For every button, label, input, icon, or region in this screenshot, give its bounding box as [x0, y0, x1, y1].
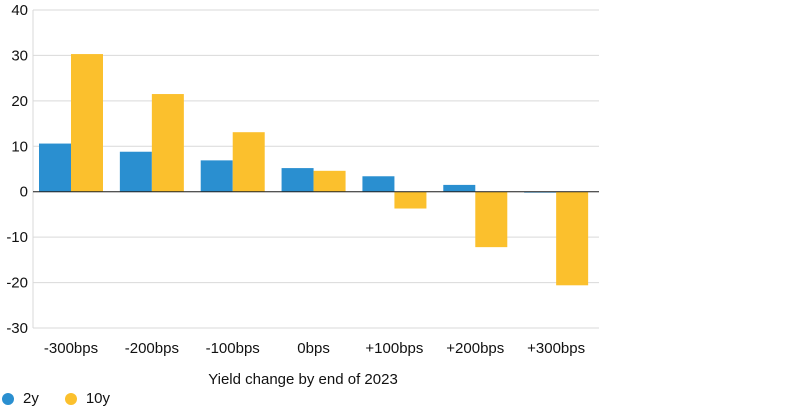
y-tick-label: 30: [11, 47, 28, 64]
bar-10y-+100bps: [394, 191, 427, 209]
x-tick-label: -200bps: [125, 340, 179, 357]
legend-item-10y: 10y: [64, 390, 111, 407]
bar-2y--300bps: [39, 143, 71, 192]
y-tick-label: 0: [20, 184, 28, 201]
legend-item-2y: 2y: [2, 390, 39, 407]
legend-label-2y: 2y: [23, 390, 39, 407]
bar-2y-+100bps: [362, 176, 395, 192]
x-tick-label: -100bps: [206, 340, 260, 357]
x-tick-label: +200bps: [446, 340, 504, 357]
y-tick-label: 20: [11, 93, 28, 110]
bar-10y--200bps: [151, 94, 184, 192]
bar-10y--100bps: [232, 132, 265, 192]
bar-2y--200bps: [119, 151, 152, 192]
legend: 2y 10y: [2, 390, 136, 407]
x-tick-label: +100bps: [365, 340, 423, 357]
bar-10y-0bps: [313, 170, 346, 192]
bar-2y-0bps: [281, 168, 314, 192]
bars: [39, 54, 589, 286]
y-tick-label: -20: [6, 275, 28, 292]
legend-swatch-2y: [2, 392, 14, 405]
bar-10y--300bps: [71, 54, 103, 192]
legend-swatch-10y: [64, 392, 77, 405]
x-axis-title: Yield change by end of 2023: [208, 371, 398, 388]
y-tick-label: 10: [11, 138, 28, 155]
bar-2y--100bps: [200, 160, 233, 192]
x-tick-label: -300bps: [44, 340, 98, 357]
x-tick-label: 0bps: [297, 340, 330, 357]
y-axis-tick-labels: 40 30 20 10 0 -10 -20 -30: [6, 2, 28, 337]
y-tick-label: -10: [6, 229, 28, 246]
gridlines: [32, 9, 599, 329]
bar-10y-+200bps: [475, 191, 508, 248]
x-axis-tick-labels: -300bps -200bps -100bps 0bps +100bps +200bps +…: [44, 340, 585, 357]
bar-2y-+200bps: [443, 184, 476, 192]
y-tick-label: -30: [6, 320, 28, 337]
bar-10y-+300bps: [556, 191, 589, 286]
legend-label-10y: 10y: [85, 390, 111, 407]
x-tick-label: +300bps: [527, 340, 585, 357]
y-tick-label: 40: [11, 2, 28, 19]
